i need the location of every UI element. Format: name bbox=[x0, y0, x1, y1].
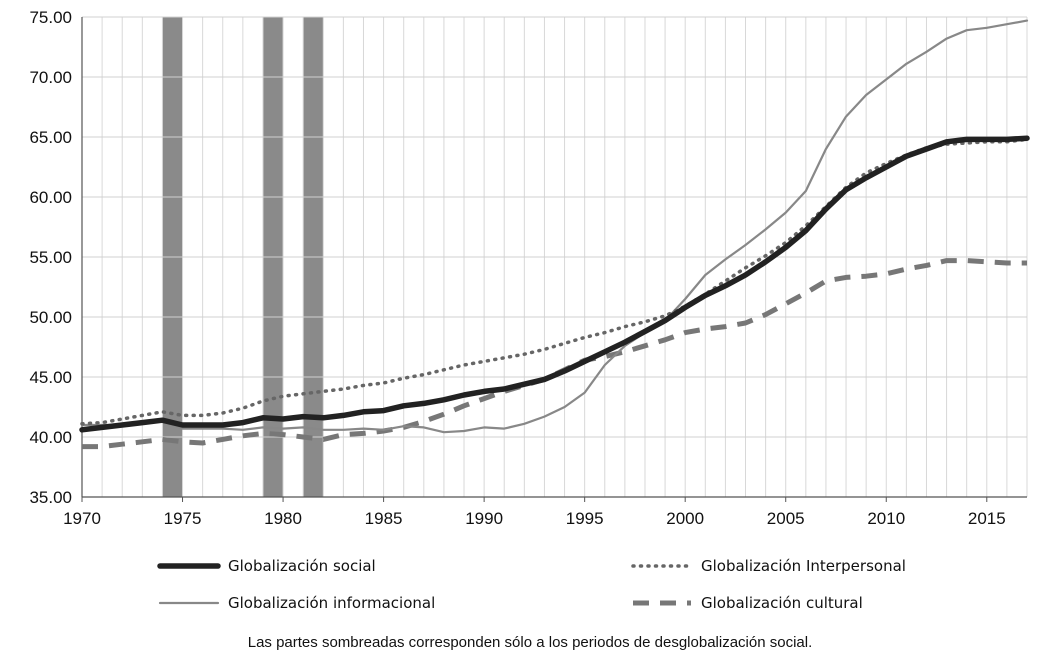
y-tick-label: 70.00 bbox=[29, 68, 72, 87]
y-tick-label: 35.00 bbox=[29, 488, 72, 507]
y-tick-label: 50.00 bbox=[29, 308, 72, 327]
series-line-globalizacion-informacional bbox=[80, 19, 1029, 434]
legend-label: Globalización cultural bbox=[701, 594, 863, 612]
y-tick-label: 40.00 bbox=[29, 428, 72, 447]
y-tick-label: 45.00 bbox=[29, 368, 72, 387]
y-tick-label: 55.00 bbox=[29, 248, 72, 267]
legend: Globalización social Globalización Interp… bbox=[157, 557, 906, 612]
y-tick-label: 75.00 bbox=[29, 8, 72, 27]
x-tick-label: 2005 bbox=[767, 509, 805, 528]
x-tick-label: 2000 bbox=[666, 509, 704, 528]
x-tick-label: 1990 bbox=[465, 509, 503, 528]
x-tick-label: 1970 bbox=[63, 509, 101, 528]
legend-label: Globalización informacional bbox=[228, 594, 435, 612]
x-tick-label: 1985 bbox=[365, 509, 403, 528]
x-tick-label: 2010 bbox=[867, 509, 905, 528]
series-line-globalizacion-social bbox=[79, 135, 1030, 433]
legend-label: Globalización Interpersonal bbox=[701, 557, 906, 575]
axes: 35.00 40.00 45.00 50.00 55.00 60.00 65.00 70.00… bbox=[29, 8, 1027, 528]
series-lines bbox=[79, 19, 1030, 450]
y-tick-label: 60.00 bbox=[29, 188, 72, 207]
x-tick-label: 1975 bbox=[164, 509, 202, 528]
series-line-globalizacion-cultural bbox=[82, 258, 1027, 450]
series-line-globalizacion-interpersonal bbox=[80, 137, 1029, 426]
x-tick-label: 1980 bbox=[264, 509, 302, 528]
y-tick-label: 65.00 bbox=[29, 128, 72, 147]
x-tick-label: 1995 bbox=[566, 509, 604, 528]
chart-caption: Las partes sombreadas corresponden sólo … bbox=[248, 634, 813, 651]
x-tick-label: 2015 bbox=[968, 509, 1006, 528]
legend-label: Globalización social bbox=[228, 557, 376, 575]
